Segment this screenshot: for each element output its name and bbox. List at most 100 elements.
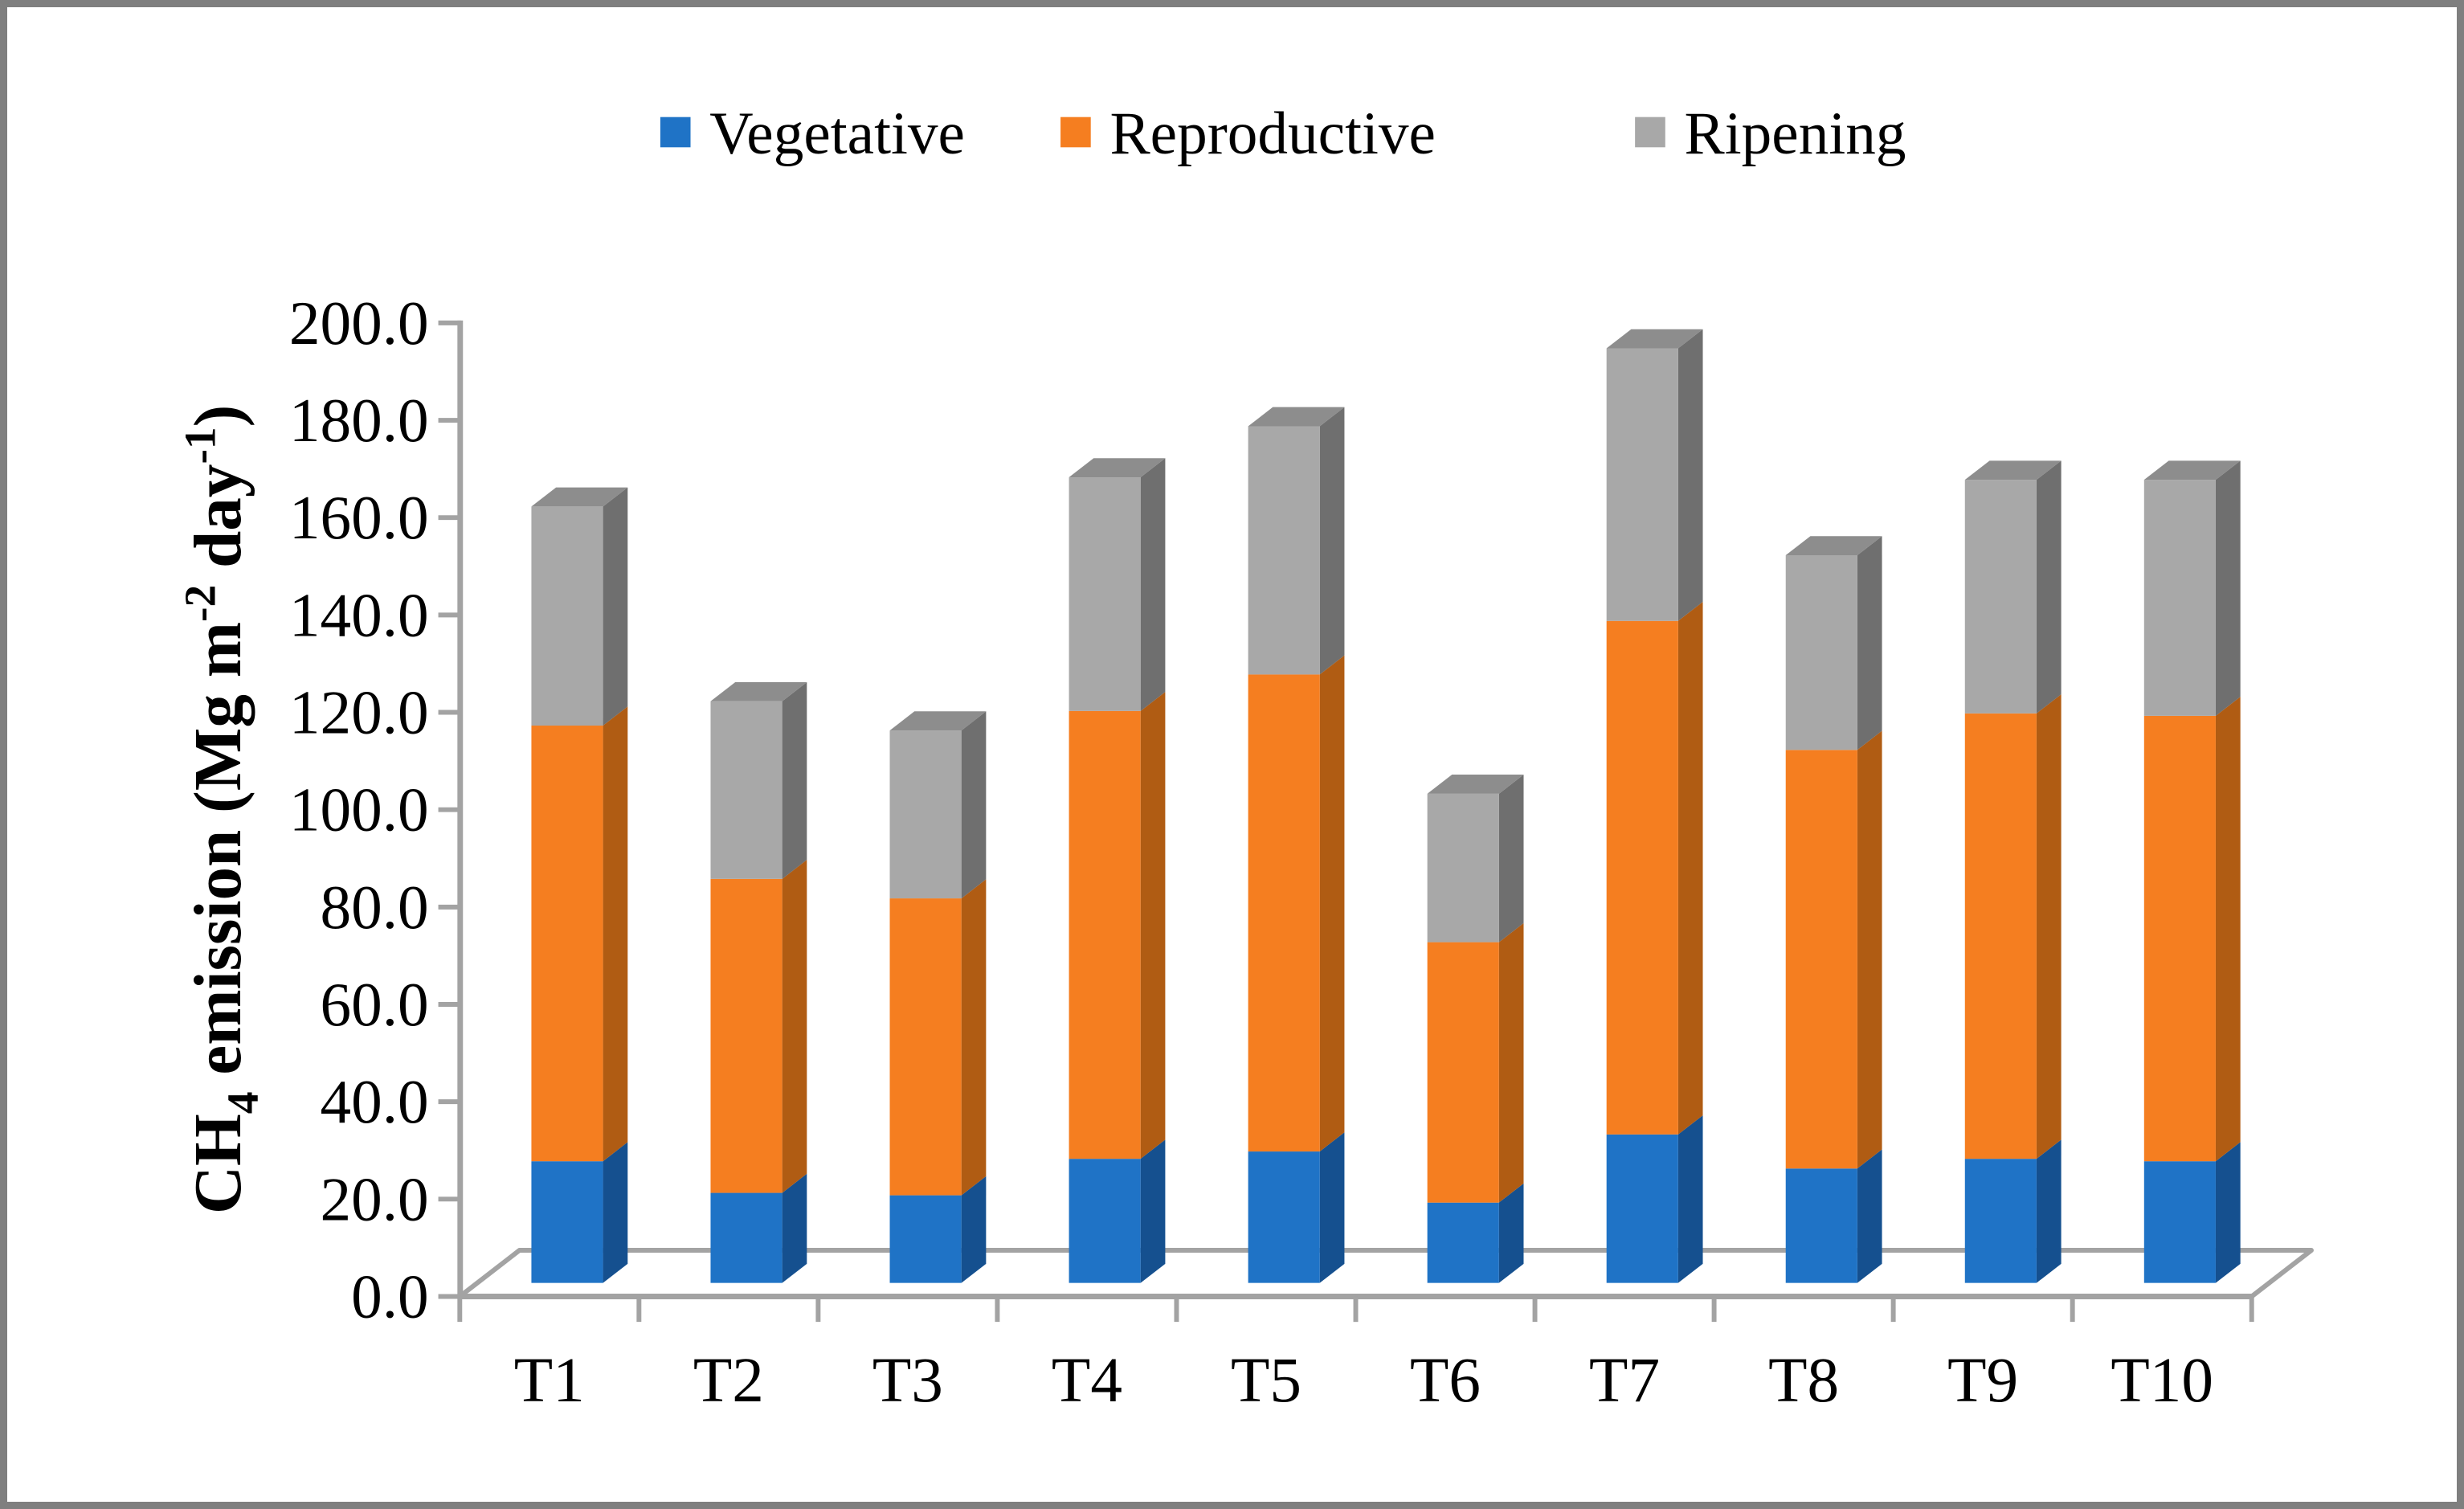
- bars: [531, 329, 2241, 1283]
- bar-segment-side-reproductive-T8: [1857, 730, 1882, 1169]
- bar-T8: [1785, 536, 1882, 1283]
- legend-label: Ripening: [1685, 100, 1906, 167]
- bar-segment-vegetative-T3: [889, 1195, 962, 1283]
- bar-segment-side-reproductive-T5: [1319, 655, 1345, 1152]
- bar-segment-reproductive-T8: [1785, 750, 1857, 1169]
- bar-segment-side-ripening-T3: [961, 711, 987, 899]
- bar-segment-side-vegetative-T10: [2215, 1142, 2241, 1283]
- bar-segment-side-reproductive-T2: [782, 860, 807, 1193]
- bar-segment-reproductive-T5: [1248, 674, 1320, 1152]
- bar-segment-side-reproductive-T4: [1140, 692, 1166, 1159]
- bar-top-T10: [2143, 460, 2241, 481]
- bar-segment-side-reproductive-T9: [2036, 694, 2062, 1159]
- bar-segment-side-vegetative-T5: [1319, 1132, 1345, 1283]
- bar-segment-ripening-T5: [1248, 426, 1320, 675]
- bar-segment-reproductive-T2: [710, 878, 783, 1193]
- bar-segment-side-vegetative-T6: [1498, 1183, 1524, 1283]
- bar-segment-side-vegetative-T1: [603, 1142, 628, 1283]
- legend-label: Vegetative: [709, 100, 965, 167]
- bar-segment-side-ripening-T2: [782, 681, 807, 879]
- bar-segment-reproductive-T10: [2143, 715, 2216, 1162]
- bar-T1: [531, 487, 628, 1283]
- category-label: T5: [1231, 1345, 1301, 1416]
- y-tick-label: 180.0: [289, 386, 429, 455]
- bar-segment-reproductive-T7: [1606, 620, 1678, 1135]
- legend-item-reproductive: Reproductive: [1060, 100, 1436, 167]
- legend-swatch-vegetative: [660, 117, 691, 148]
- bar-T3: [889, 711, 987, 1283]
- bar-segment-ripening-T3: [889, 730, 962, 899]
- category-label: T1: [514, 1345, 585, 1416]
- bar-segment-side-ripening-T7: [1677, 329, 1703, 621]
- bar-segment-ripening-T10: [2143, 480, 2216, 716]
- y-tick-label: 40.0: [320, 1067, 428, 1136]
- bar-segment-side-reproductive-T10: [2215, 697, 2241, 1162]
- category-label: T3: [872, 1345, 943, 1416]
- y-tick-label: 60.0: [320, 970, 428, 1039]
- bar-segment-side-reproductive-T3: [961, 879, 987, 1196]
- bar-segment-reproductive-T6: [1427, 942, 1499, 1203]
- bar-top-T7: [1606, 329, 1703, 349]
- bar-segment-vegetative-T2: [710, 1192, 783, 1283]
- y-tick-label: 160.0: [289, 483, 429, 552]
- bar-segment-vegetative-T5: [1248, 1151, 1320, 1283]
- bar-segment-ripening-T1: [531, 506, 603, 726]
- y-tick-label: 80.0: [320, 873, 428, 942]
- legend-item-ripening: Ripening: [1635, 100, 1906, 167]
- axes: 0.0 20.0 40.0 60.0 80.0 100.0 120.0 140.0 160.0 1…: [289, 288, 2254, 1416]
- bar-segment-side-ripening-T1: [603, 487, 628, 726]
- bar-top-T5: [1248, 407, 1345, 427]
- bar-segment-side-reproductive-T7: [1677, 601, 1703, 1135]
- y-tick-label: 140.0: [289, 580, 429, 649]
- bar-segment-side-vegetative-T4: [1140, 1139, 1166, 1283]
- bar-segment-reproductive-T9: [1964, 713, 2037, 1159]
- y-tick-label: 120.0: [289, 678, 429, 747]
- legend-label: Reproductive: [1109, 100, 1435, 167]
- bar-segment-side-ripening-T8: [1857, 536, 1882, 750]
- bar-top-T9: [1964, 460, 2062, 481]
- bar-segment-side-ripening-T4: [1140, 458, 1166, 711]
- bar-top-T4: [1069, 458, 1166, 478]
- bar-segment-vegetative-T1: [531, 1161, 603, 1283]
- bar-segment-vegetative-T10: [2143, 1161, 2216, 1283]
- bar-segment-side-vegetative-T7: [1677, 1115, 1703, 1283]
- bar-T7: [1606, 329, 1703, 1283]
- bar-T9: [1964, 460, 2062, 1283]
- y-tick-label: 100.0: [289, 775, 429, 844]
- legend: Vegetative Reproductive Ripening: [660, 100, 1906, 167]
- legend-swatch-reproductive: [1060, 117, 1091, 148]
- y-tick-label: 200.0: [289, 288, 429, 358]
- bar-top-T1: [531, 487, 628, 507]
- bar-segment-side-vegetative-T3: [961, 1176, 987, 1283]
- bar-segment-ripening-T9: [1964, 480, 2037, 714]
- y-tick-label: 20.0: [320, 1164, 428, 1233]
- bar-segment-side-vegetative-T9: [2036, 1139, 2062, 1283]
- bar-segment-side-ripening-T10: [2215, 460, 2241, 716]
- bar-segment-side-reproductive-T1: [603, 706, 628, 1162]
- bar-T5: [1248, 407, 1345, 1283]
- bar-T10: [2143, 460, 2241, 1283]
- category-label: T7: [1589, 1345, 1660, 1416]
- bar-segment-ripening-T8: [1785, 554, 1857, 750]
- bar-segment-side-vegetative-T8: [1857, 1149, 1882, 1283]
- stacked-bar-chart: 0.0 20.0 40.0 60.0 80.0 100.0 120.0 140.0 160.0 1…: [175, 100, 2314, 1416]
- bar-segment-ripening-T7: [1606, 348, 1678, 621]
- bar-segment-vegetative-T9: [1964, 1159, 2037, 1283]
- legend-item-vegetative: Vegetative: [660, 100, 965, 167]
- bar-segment-side-vegetative-T2: [782, 1173, 807, 1283]
- y-axis-title-text: CH4 emission (Mg m-2 day-1): [175, 405, 267, 1214]
- bar-segment-vegetative-T8: [1785, 1168, 1857, 1283]
- y-tick-label: 0.0: [351, 1262, 429, 1331]
- y-axis-title: CH4 emission (Mg m-2 day-1): [175, 405, 267, 1214]
- bar-segment-side-ripening-T9: [2036, 460, 2062, 714]
- bar-top-T6: [1427, 775, 1524, 794]
- bar-segment-vegetative-T7: [1606, 1134, 1678, 1283]
- category-label: T4: [1052, 1345, 1122, 1416]
- category-label: T6: [1410, 1345, 1481, 1416]
- bar-T2: [710, 681, 807, 1283]
- bar-top-T3: [889, 711, 987, 731]
- category-label: T10: [2111, 1345, 2213, 1416]
- bar-segment-ripening-T4: [1069, 477, 1141, 711]
- bar-segment-vegetative-T4: [1069, 1159, 1141, 1283]
